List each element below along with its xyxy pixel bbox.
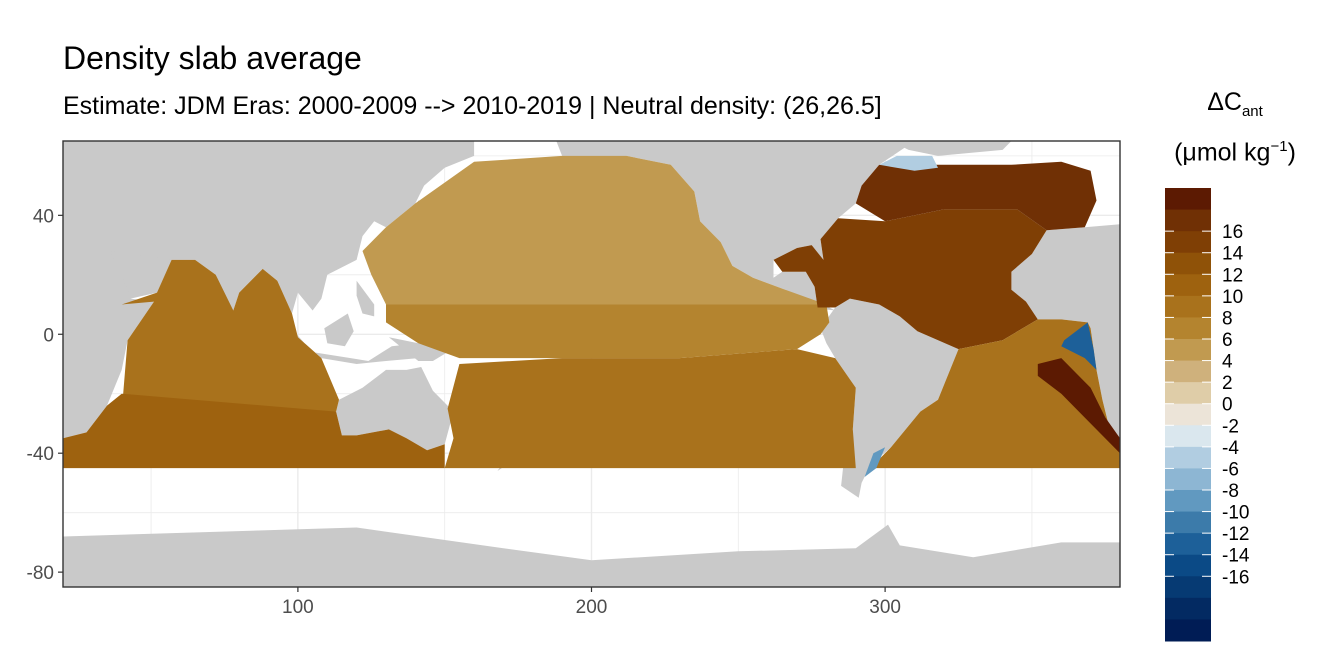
colorbar-swatch (1165, 360, 1211, 383)
chart-title: Density slab average (63, 40, 362, 76)
colorbar-swatch (1165, 597, 1211, 620)
legend-unit-exponent: −1 (1270, 138, 1288, 155)
colorbar-swatch (1165, 619, 1211, 642)
x-tick-label: 100 (282, 597, 314, 618)
colorbar-swatch (1165, 425, 1211, 448)
land-north-america (556, 141, 915, 311)
colorbar-swatch (1165, 576, 1211, 599)
y-tick-label: 40 (33, 206, 54, 227)
y-tick-label: -40 (27, 444, 54, 465)
chart-subtitle: Estimate: JDM Eras: 2000-2009 --> 2010-2… (63, 92, 882, 120)
colorbar-swatch (1165, 533, 1211, 556)
colorbar-swatch (1165, 490, 1211, 513)
colorbar-label: -6 (1222, 459, 1239, 480)
colorbar-swatch (1165, 446, 1211, 469)
colorbar-swatch (1165, 511, 1211, 534)
colorbar-swatch (1165, 231, 1211, 254)
colorbar-label: 12 (1222, 265, 1243, 286)
colorbar-swatch (1165, 209, 1211, 232)
colorbar-swatch (1165, 188, 1211, 211)
land-borneo (324, 313, 354, 347)
colorbar-label: 16 (1222, 222, 1243, 243)
map-layers (63, 141, 1120, 587)
colorbar-swatch (1165, 252, 1211, 275)
colorbar-swatch (1165, 317, 1211, 340)
colorbar-label: 8 (1222, 308, 1233, 329)
colorbar-label: 10 (1222, 287, 1243, 308)
ocean-field (63, 155, 1120, 477)
ocean-south-atlantic-east (1037, 358, 1120, 454)
colorbar-label: 4 (1222, 352, 1233, 373)
legend-title: ΔCant (1160, 88, 1310, 120)
land-south-america (820, 298, 959, 498)
ocean-equatorial-atlantic-east (1061, 322, 1097, 370)
ocean-southern-indian (63, 393, 445, 469)
land-indonesia (283, 319, 419, 364)
colorbar-swatch (1165, 554, 1211, 577)
ocean-indian (121, 259, 339, 412)
land-africa-west (1011, 141, 1120, 439)
land-philippines (356, 280, 375, 317)
colorbar-label: -2 (1222, 416, 1239, 437)
legend-unit-suffix: ) (1287, 138, 1296, 167)
colorbar-label: 6 (1222, 330, 1233, 351)
colorbar-swatch (1165, 382, 1211, 405)
legend-unit-prefix: (μmol kg (1174, 138, 1271, 167)
x-tick-label: 200 (576, 597, 608, 618)
land-india (215, 268, 240, 311)
land-new-guinea (388, 337, 448, 361)
colorbar-label: -14 (1222, 546, 1250, 567)
land-arabia (110, 251, 172, 296)
colorbar-swatch (1165, 295, 1211, 318)
colorbar-label: -4 (1222, 438, 1239, 459)
ocean-north-pacific (362, 155, 827, 305)
colorbar-label: -12 (1222, 524, 1249, 545)
ocean-north-atlantic-subpolar (855, 161, 1097, 231)
ocean-south-atlantic (870, 319, 1120, 469)
ocean-south-pacific (444, 349, 856, 469)
map-panel (62, 140, 1121, 588)
legend-title-main: ΔC (1207, 88, 1242, 116)
ocean-equatorial-pacific (386, 304, 830, 359)
x-tick-label: 300 (869, 597, 901, 618)
y-tick-label: 0 (43, 325, 54, 346)
colorbar-label: -16 (1222, 567, 1249, 588)
colorbar-swatch (1165, 403, 1211, 426)
land-eurasia-africa (63, 141, 475, 439)
ocean-north-atlantic-subtropical (773, 209, 1047, 350)
y-tick-label: -80 (27, 563, 54, 584)
legend-title-subscript: ant (1241, 103, 1263, 120)
colorbar-label: 14 (1222, 244, 1244, 265)
colorbar-label: -10 (1222, 503, 1249, 524)
legend-unit: (μmol kg−1) (1160, 138, 1310, 167)
colorbar-label: -8 (1222, 481, 1239, 502)
land-antarctica (63, 524, 1120, 587)
ocean-labrador-sea (879, 155, 938, 171)
colorbar-label: 0 (1222, 395, 1233, 416)
ocean-southwest-atlantic-shelf (864, 447, 886, 477)
land-australia (336, 367, 454, 451)
colorbar-swatch (1165, 274, 1211, 297)
colorbar-label: 2 (1222, 373, 1233, 394)
land-greenland (891, 141, 1012, 156)
colorbar-swatch (1165, 468, 1211, 491)
colorbar-swatch (1165, 339, 1211, 362)
